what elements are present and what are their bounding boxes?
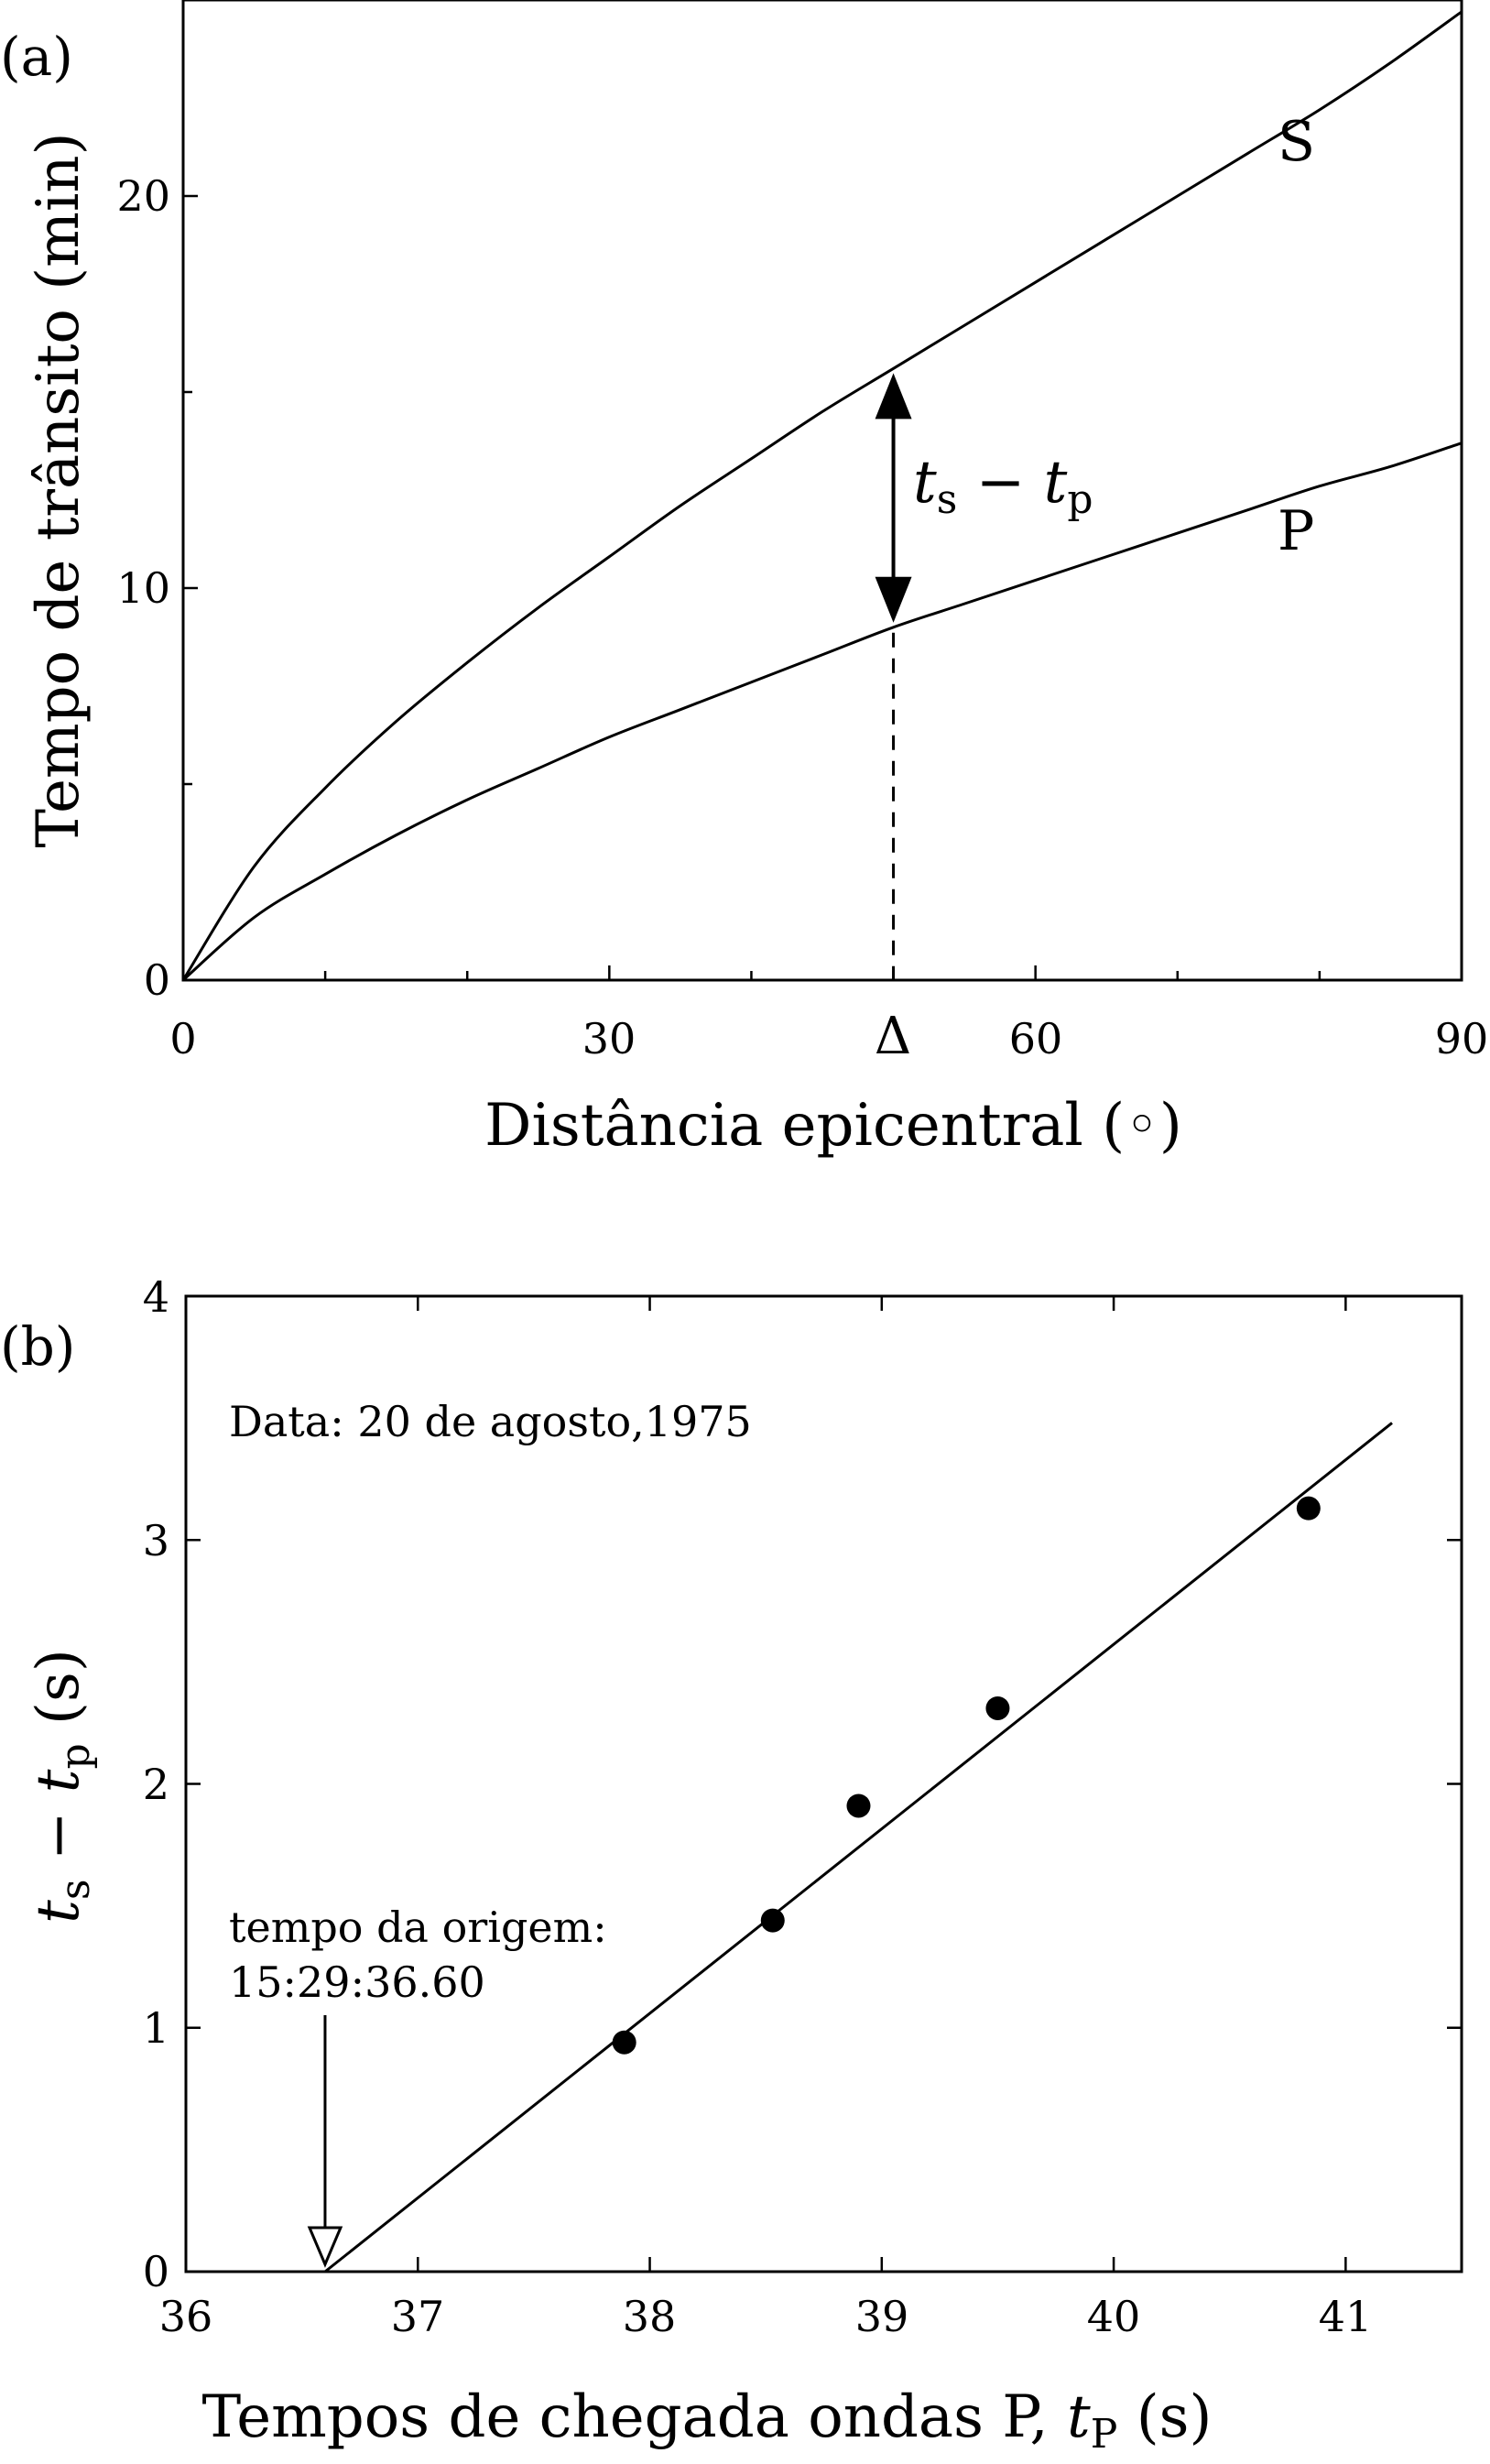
panel-a: (a) 0 30 Δ 60 90 0 10 20 Distância epice…	[0, 0, 1488, 1160]
panel-b-xtick-label-38: 38	[623, 2292, 677, 2341]
panel-a-ytick-label-0: 0	[144, 955, 170, 1005]
panel-a-xtick-label-30: 30	[582, 1014, 636, 1063]
panel-b-ytick-label-1: 1	[143, 2003, 169, 2053]
date-annotation: Data: 20 de agosto,1975	[229, 1397, 752, 1446]
panel-b-xtick-label-37: 37	[391, 2292, 445, 2341]
panel-b-y-axis-title: ts − tp (s)	[25, 1649, 99, 1924]
data-points	[612, 1496, 1321, 2055]
panel-a-xtick-label-90: 90	[1435, 1014, 1489, 1063]
panel-a-xtick-label-delta: Δ	[875, 1007, 911, 1066]
panel-b-x-axis-title: Tempos de chegada ondas P, tP (s)	[202, 2383, 1213, 2458]
regression-line	[324, 1422, 1393, 2273]
panel-b-xtick-label-40: 40	[1087, 2292, 1141, 2341]
series-s-curve	[181, 10, 1463, 981]
ts-tp-arrow-down-head	[875, 576, 912, 623]
data-point-1	[612, 2030, 636, 2055]
data-point-5	[1296, 1496, 1321, 1521]
origin-time-value: 15:29:36.60	[229, 1957, 485, 2007]
panel-b-ytick-label-0: 0	[143, 2247, 169, 2296]
origin-time-label: tempo da origem:	[229, 1903, 607, 1952]
panel-b: (b) 36 37 38 39 40 41 0 1 2 3 4 Tempos d…	[0, 1272, 1463, 2458]
panel-a-y-ticks	[183, 0, 198, 982]
panel-b-xtick-label-36: 36	[159, 2292, 213, 2341]
panel-a-ytick-label-20: 20	[116, 171, 170, 221]
panel-b-xtick-label-39: 39	[855, 2292, 909, 2341]
series-p-curve	[182, 442, 1463, 982]
ts-tp-arrow-label: ts − tp	[913, 449, 1093, 523]
panel-b-ytick-label-3: 3	[143, 1516, 169, 1565]
panel-a-frame	[181, 0, 1463, 982]
panel-a-y-axis-title: Tempo de trânsito (min)	[25, 132, 92, 847]
series-s-label: S	[1278, 110, 1315, 174]
panel-a-label: (a)	[0, 26, 73, 88]
data-point-2	[760, 1908, 785, 1933]
series-p-label: P	[1278, 499, 1314, 563]
data-point-4	[985, 1695, 1010, 1720]
panel-a-xtick-label-0: 0	[169, 1014, 196, 1063]
panel-a-x-axis-title: Distância epicentral (◦)	[484, 1092, 1182, 1160]
ts-tp-arrow-up-head	[875, 373, 912, 420]
origin-arrow-head	[307, 2226, 343, 2268]
panel-b-ytick-label-4: 4	[143, 1272, 169, 1322]
panel-b-y-ticks	[186, 1294, 1462, 2273]
panel-a-xtick-label-60: 60	[1009, 1014, 1063, 1063]
panel-a-ytick-label-10: 10	[116, 563, 170, 613]
panel-b-xtick-label-41: 41	[1319, 2292, 1373, 2341]
panel-b-label: (b)	[0, 1315, 75, 1378]
data-point-3	[846, 1793, 871, 1818]
panel-a-x-ticks	[181, 965, 1463, 980]
panel-b-x-ticks	[184, 1296, 1347, 2272]
panel-b-ytick-label-2: 2	[143, 1760, 169, 1809]
